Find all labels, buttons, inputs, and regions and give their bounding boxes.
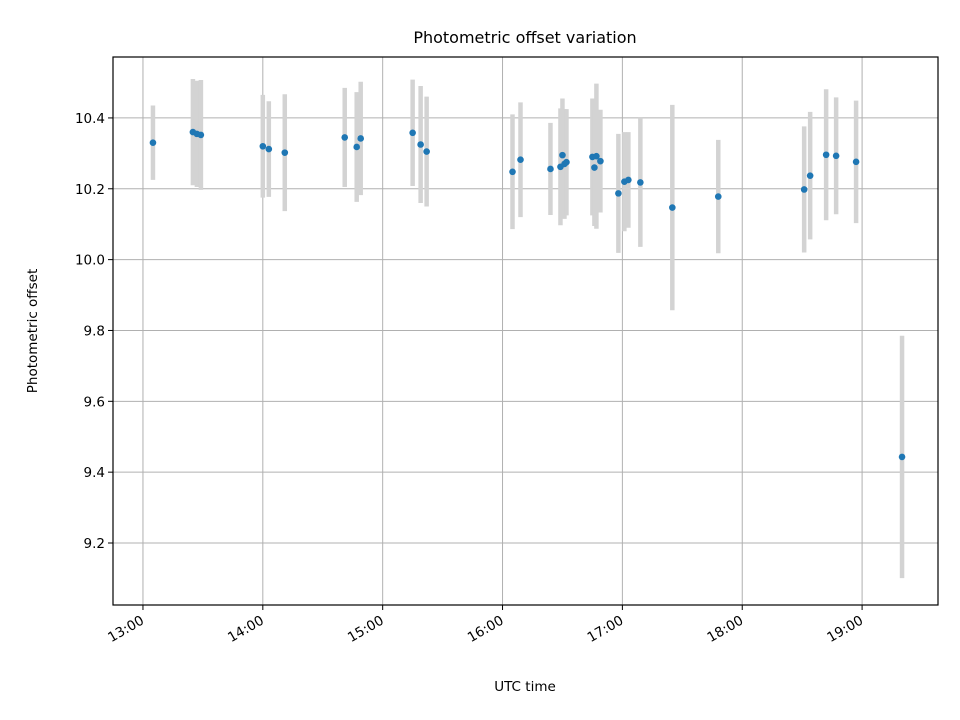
data-point [357, 135, 364, 142]
x-axis-label: UTC time [494, 679, 556, 695]
data-point [517, 156, 524, 164]
data-points [149, 128, 906, 461]
data-point [714, 193, 722, 200]
chart-title: Photometric offset variation [413, 28, 636, 47]
data-point [806, 172, 814, 179]
data-point [509, 168, 516, 176]
data-point [898, 453, 906, 461]
y-tick-label: 10.2 [75, 182, 105, 198]
data-point [281, 149, 289, 156]
data-point [417, 141, 424, 148]
grid [113, 57, 938, 605]
data-point [197, 131, 205, 139]
data-point [341, 134, 349, 141]
data-point [259, 142, 267, 150]
data-point [149, 139, 157, 147]
data-point [353, 143, 361, 151]
y-axis-label: Photometric offset [25, 269, 41, 393]
data-point [593, 152, 600, 160]
y-tick-label: 9.4 [84, 465, 105, 481]
y-tick-label: 9.8 [84, 323, 105, 339]
data-point [547, 165, 554, 173]
data-point [265, 145, 273, 153]
data-point [563, 158, 570, 166]
data-point [409, 129, 416, 137]
y-tick-label: 10.4 [75, 111, 105, 127]
y-tick-label: 9.6 [84, 394, 105, 410]
y-tick-label: 10.0 [75, 253, 105, 269]
data-point [832, 152, 840, 160]
data-point [423, 148, 430, 155]
data-point [591, 164, 598, 171]
plot-area-frame [112, 56, 939, 606]
y-tick-label: 9.2 [84, 536, 105, 552]
data-point [597, 157, 604, 165]
data-point [669, 204, 676, 211]
data-point [822, 151, 830, 159]
data-point [800, 186, 808, 193]
data-point [852, 158, 860, 166]
data-point [625, 176, 632, 184]
data-point [637, 179, 644, 186]
data-point [559, 151, 566, 159]
data-point [615, 190, 622, 197]
